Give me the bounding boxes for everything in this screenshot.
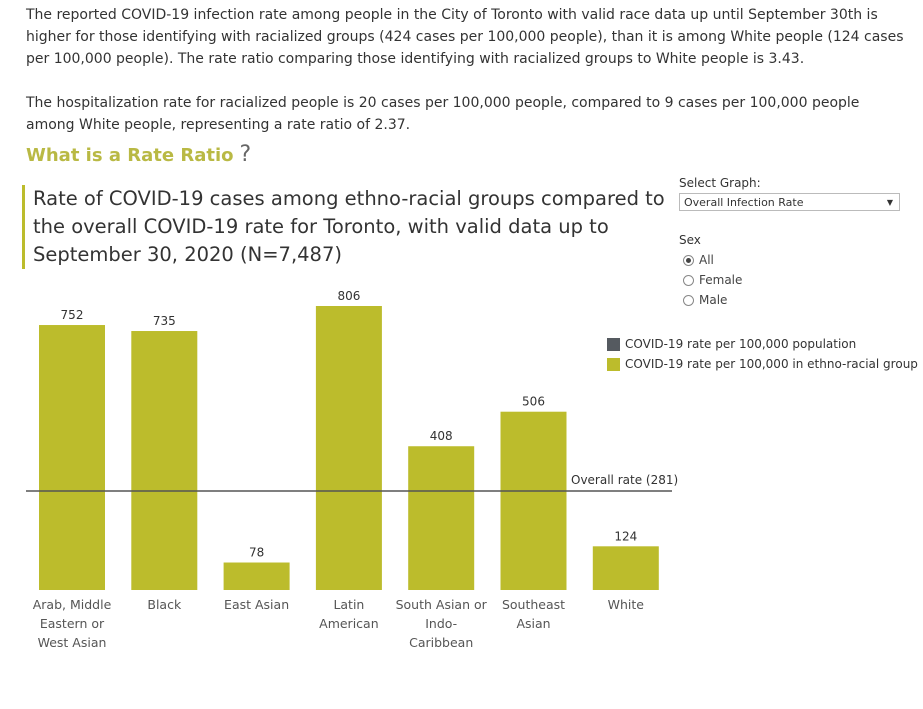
- category-label: Southeast: [502, 597, 565, 612]
- bar-6: [592, 546, 659, 590]
- bar-value-label: 408: [430, 429, 453, 443]
- category-label: East Asian: [224, 597, 289, 612]
- radio-male-icon[interactable]: [683, 294, 694, 306]
- category-label: Arab, Middle: [33, 597, 112, 612]
- bar-value-label: 78: [249, 546, 264, 560]
- graph-controls: Select Graph: Overall Infection Rate ▼ S…: [679, 176, 900, 307]
- question-icon[interactable]: ?: [239, 142, 252, 167]
- legend-item-group: COVID-19 rate per 100,000 in ethno-racia…: [607, 357, 918, 371]
- category-label: White: [608, 597, 645, 612]
- bar-0: [39, 325, 105, 590]
- intro-paragraph-infection: The reported COVID-19 infection rate amo…: [26, 7, 904, 67]
- sex-filter-label: Sex: [679, 233, 701, 247]
- legend-swatch: [607, 357, 620, 371]
- bar-value-label: 735: [153, 314, 176, 328]
- bar-4: [408, 446, 475, 590]
- legend-label: COVID-19 rate per 100,000 in ethno-racia…: [625, 357, 918, 371]
- category-label: Caribbean: [409, 635, 473, 650]
- category-label: West Asian: [38, 635, 107, 650]
- category-label: Latin: [333, 597, 364, 612]
- overall-rate-label: Overall rate (281): [571, 473, 678, 487]
- sex-option-label: Female: [699, 273, 743, 287]
- radio-all-icon[interactable]: [683, 254, 694, 266]
- radio-female-icon[interactable]: [683, 274, 694, 286]
- sex-option-label: All: [699, 253, 714, 267]
- select-graph-label: Select Graph:: [679, 176, 761, 190]
- graph-select-value: Overall Infection Rate: [684, 196, 804, 209]
- category-label: Black: [147, 597, 182, 612]
- graph-select[interactable]: Overall Infection Rate ▼: [679, 193, 900, 211]
- bar-3: [315, 306, 382, 590]
- bar-chart: 752 Arab, Middle Eastern or West Asian 735 Bl…: [26, 290, 678, 650]
- chart-legend: COVID-19 rate per 100,000 population COV…: [607, 337, 918, 377]
- sex-option-male[interactable]: Male: [683, 293, 900, 307]
- rate-ratio-link[interactable]: What is a Rate Ratio?: [26, 142, 251, 167]
- category-label: Asian: [516, 616, 550, 631]
- category-label: Eastern or: [40, 616, 105, 631]
- sex-option-label: Male: [699, 293, 728, 307]
- legend-swatch: [607, 337, 620, 351]
- bar-value-label: 506: [522, 395, 545, 409]
- intro-text: The reported COVID-19 infection rate amo…: [26, 4, 906, 136]
- category-label: South Asian or: [396, 597, 488, 612]
- bar-value-label: 806: [337, 290, 360, 303]
- bar-5: [500, 411, 567, 590]
- sex-option-all[interactable]: All: [683, 253, 900, 267]
- bar-2: [223, 562, 290, 590]
- rate-ratio-label: What is a Rate Ratio: [26, 145, 234, 166]
- intro-paragraph-hospitalization: The hospitalization rate for racialized …: [26, 95, 860, 133]
- sex-option-female[interactable]: Female: [683, 273, 900, 287]
- bar-value-label: 752: [61, 308, 84, 322]
- legend-label: COVID-19 rate per 100,000 population: [625, 337, 857, 351]
- chart-title: Rate of COVID-19 cases among ethno-racia…: [22, 185, 681, 269]
- legend-item-population: COVID-19 rate per 100,000 population: [607, 337, 918, 351]
- bar-value-label: 124: [614, 529, 637, 543]
- bar-1: [131, 331, 198, 590]
- dropdown-arrow-icon[interactable]: ▼: [886, 198, 893, 207]
- category-label: American: [319, 616, 379, 631]
- category-label: Indo-: [425, 616, 457, 631]
